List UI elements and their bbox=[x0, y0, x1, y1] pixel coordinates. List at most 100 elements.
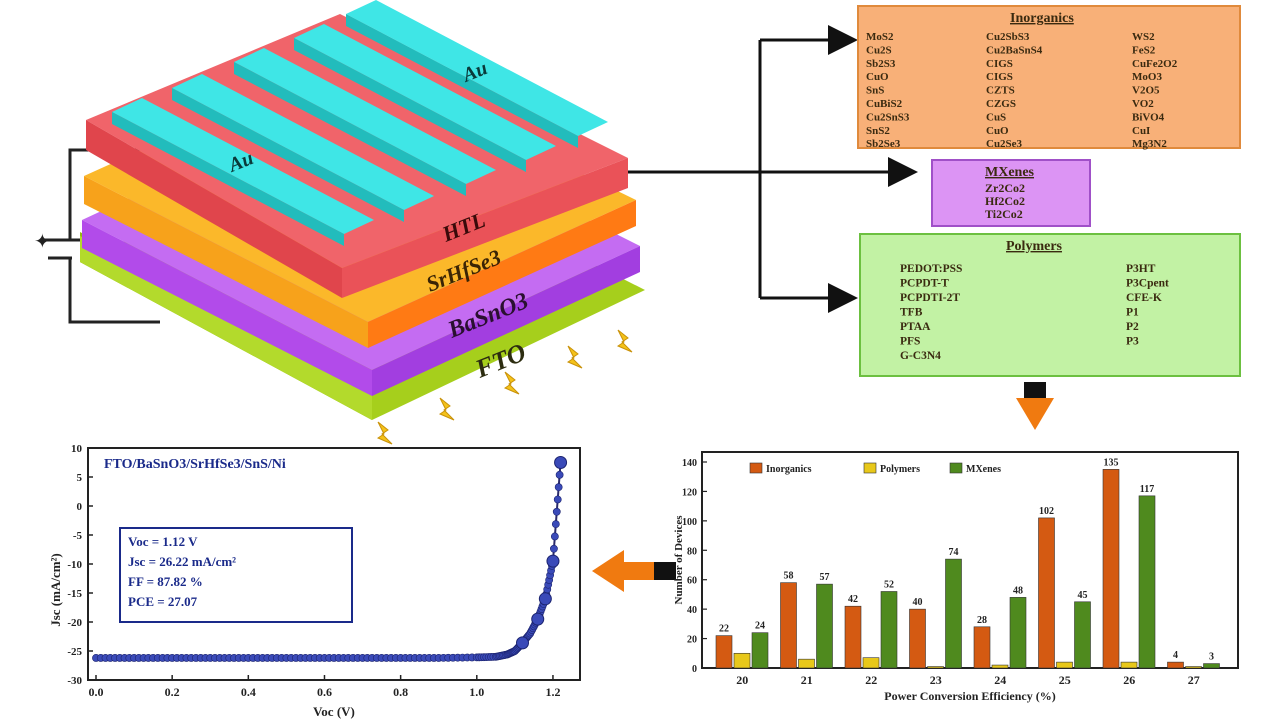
iv-ytick-label: -20 bbox=[67, 617, 82, 629]
iv-point bbox=[554, 456, 568, 469]
polymers-box: Polymers PEDOT:PSS P3HT PCPDT-T P3Cpent PCPD… bbox=[859, 233, 1241, 377]
inorganic-item: CZGS bbox=[986, 98, 1016, 110]
iv-ytick-label: -30 bbox=[67, 675, 82, 687]
bar-data-label: 45 bbox=[1078, 590, 1088, 601]
polymers-title: Polymers bbox=[1006, 239, 1063, 254]
legend-swatch bbox=[863, 462, 877, 474]
mxene-item: Hf2Co2 bbox=[985, 194, 1025, 208]
inorganics-title: Inorganics bbox=[1010, 11, 1074, 26]
bar-xtick-label: 24 bbox=[994, 673, 1006, 687]
bar-data-label: 102 bbox=[1039, 506, 1054, 517]
polymer-item: TFB bbox=[900, 307, 923, 319]
iv-param: PCE = 27.07 bbox=[128, 594, 198, 609]
iv-xtick-label: 0.4 bbox=[241, 685, 256, 699]
iv-xtick-label: 0.0 bbox=[89, 685, 104, 699]
inorganic-item: CIGS bbox=[986, 58, 1013, 70]
legend-swatch bbox=[749, 462, 763, 474]
bar-polymers bbox=[862, 657, 880, 669]
iv-point bbox=[553, 495, 562, 504]
htl-layer: HTL bbox=[86, 14, 628, 298]
bar-axes: 0 20 40 60 80 100 120 140 20 21 22 23 24 25 26 27 bbox=[682, 458, 1200, 687]
bar-data-label: 52 bbox=[884, 579, 894, 590]
bar-polymers bbox=[733, 652, 751, 669]
inorganics-list: MoS2 Cu2SbS3 WS2 Cu2S Cu2BaSnS4 FeS2 Sb2S3 CIGS… bbox=[866, 31, 1178, 150]
inorganic-item: MoO3 bbox=[1132, 71, 1162, 83]
bar-mxenes bbox=[945, 558, 962, 669]
iv-ytick-label: 10 bbox=[71, 443, 83, 455]
light-ray-icon bbox=[566, 345, 583, 369]
au-electrodes: Au Au bbox=[112, 0, 608, 246]
iv-curve-chart: FTO/BaSnO3/SrHfSe3/SnS/Ni Voc = 1.12 V Js… bbox=[48, 443, 581, 719]
bar-data-label: 58 bbox=[784, 571, 794, 582]
bar-mxenes bbox=[751, 632, 769, 669]
iv-point bbox=[554, 483, 563, 492]
bar-polymers bbox=[1056, 661, 1073, 669]
polymer-item: P3HT bbox=[1126, 263, 1156, 275]
inorganic-item: CZTS bbox=[986, 85, 1015, 97]
polymer-item: PFS bbox=[900, 336, 920, 348]
polymer-item: P2 bbox=[1126, 321, 1139, 333]
iv-point bbox=[551, 520, 560, 529]
iv-params-box bbox=[119, 527, 353, 623]
iv-point bbox=[555, 470, 564, 479]
bar-legend: Inorganics Polymers MXenes bbox=[749, 462, 1001, 475]
bar-polymers bbox=[1120, 661, 1138, 669]
iv-xtick-label: 1.0 bbox=[469, 685, 484, 699]
bar-inorganics bbox=[1167, 661, 1184, 669]
inorganic-item: CuI bbox=[1132, 125, 1150, 137]
bar-inorganics bbox=[1102, 469, 1120, 669]
iv-point bbox=[552, 507, 561, 516]
bar-data-label: 40 bbox=[913, 597, 923, 608]
legend-label: Inorganics bbox=[766, 464, 812, 475]
bar-ytick-label: 0 bbox=[692, 664, 697, 675]
bar-xlabel: Power Conversion Efficiency (%) bbox=[884, 689, 1055, 703]
polymer-item: P1 bbox=[1126, 307, 1139, 319]
bar-series: 22 24 58 57 42 52 40 74 28 48 102 45 135 117 4 3 bbox=[715, 457, 1220, 669]
bar-mxenes bbox=[1009, 597, 1027, 669]
bar-ytick-label: 80 bbox=[687, 546, 697, 557]
iv-point bbox=[531, 612, 545, 626]
inorganic-item: CuFe2O2 bbox=[1132, 58, 1178, 70]
bar-inorganics bbox=[780, 582, 797, 669]
polymer-item: P3Cpent bbox=[1126, 278, 1169, 290]
polymer-item: G-C3N4 bbox=[900, 350, 941, 362]
bar-xtick-label: 27 bbox=[1188, 673, 1200, 687]
bar-polymers bbox=[1185, 666, 1202, 669]
polymers-list: PEDOT:PSS P3HT PCPDT-T P3Cpent PCPDTI-2T CFE-… bbox=[900, 263, 1169, 362]
iv-title: FTO/BaSnO3/SrHfSe3/SnS/Ni bbox=[104, 457, 286, 472]
bar-data-label: 117 bbox=[1140, 484, 1154, 495]
connector-arrows bbox=[628, 25, 918, 313]
bar-ytick-label: 20 bbox=[687, 635, 697, 646]
light-ray-icon bbox=[616, 329, 633, 353]
bar-ytick-label: 40 bbox=[687, 605, 697, 616]
bar-inorganics bbox=[1038, 517, 1055, 669]
bar-ytick-label: 120 bbox=[682, 487, 697, 498]
iv-point bbox=[550, 532, 559, 541]
iv-params-list: Voc = 1.12 V Jsc = 26.22 mA/cm² FF = 87.82… bbox=[128, 534, 236, 609]
bar-xtick-label: 22 bbox=[865, 673, 877, 687]
iv-ytick-label: -10 bbox=[67, 559, 82, 571]
inorganic-item: Sb2S3 bbox=[866, 58, 896, 70]
legend-label: Polymers bbox=[880, 464, 920, 475]
light-ray-icon bbox=[376, 421, 393, 445]
iv-ytick-label: -5 bbox=[73, 530, 83, 542]
iv-series bbox=[92, 456, 568, 662]
iv-ylabel: Jsc (mA/cm²) bbox=[48, 553, 63, 627]
bar-data-label: 28 bbox=[977, 615, 987, 626]
iv-param: FF = 87.82 % bbox=[128, 574, 203, 589]
inorganic-item: Cu2BaSnS4 bbox=[986, 44, 1043, 56]
inorganic-item: SnS2 bbox=[866, 125, 890, 137]
bar-inorganics bbox=[973, 626, 991, 669]
mxene-item: Ti2Co2 bbox=[985, 207, 1023, 221]
bar-data-label: 74 bbox=[949, 547, 959, 558]
iv-ytick-label: -25 bbox=[67, 646, 82, 658]
bar-mxenes bbox=[1074, 601, 1091, 669]
inorganics-box: Inorganics MoS2 Cu2SbS3 WS2 Cu2S Cu2BaSnS4 Fe… bbox=[857, 5, 1241, 150]
iv-xtick-label: 0.2 bbox=[165, 685, 180, 699]
iv-param: Jsc = 26.22 mA/cm² bbox=[128, 554, 236, 569]
bar-mxenes bbox=[880, 591, 898, 669]
iv-xlabel: Voc (V) bbox=[313, 704, 355, 719]
inorganic-item: Cu2SnS3 bbox=[866, 111, 910, 123]
inorganic-item: CIGS bbox=[986, 71, 1013, 83]
orange-arrow-down-icon bbox=[1016, 382, 1054, 430]
